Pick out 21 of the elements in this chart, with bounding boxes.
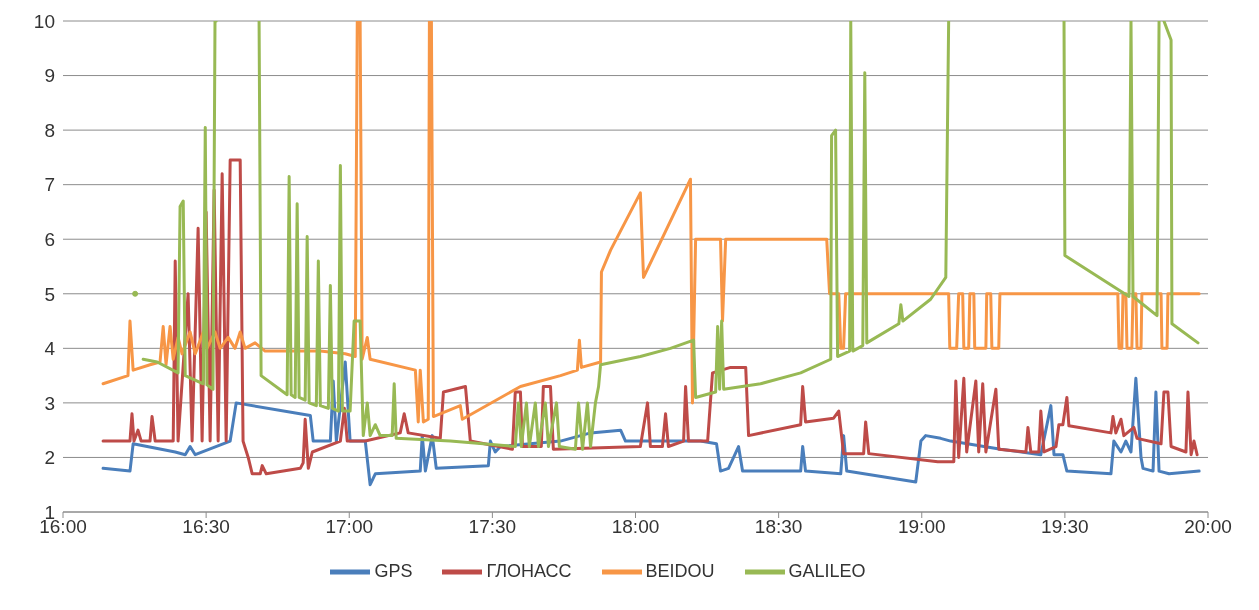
x-tick-label: 20:00 bbox=[1184, 516, 1232, 538]
x-tick-label: 16:30 bbox=[182, 516, 230, 538]
y-tick-label: 10 bbox=[33, 10, 55, 32]
legend-label: BEIDOU bbox=[645, 560, 715, 581]
x-tick-label: 19:00 bbox=[897, 516, 946, 538]
y-tick-label: 3 bbox=[44, 392, 55, 414]
x-tick-label: 18:00 bbox=[611, 516, 660, 538]
y-tick-label: 4 bbox=[44, 338, 56, 360]
x-tick-label: 18:30 bbox=[754, 516, 803, 538]
x-tick-label: 19:30 bbox=[1041, 516, 1089, 538]
y-tick-label: 5 bbox=[44, 283, 55, 305]
y-tick-label: 2 bbox=[44, 447, 55, 469]
y-tick-label: 8 bbox=[44, 119, 55, 141]
y-tick-label: 9 bbox=[44, 65, 55, 87]
y-tick-label: 7 bbox=[44, 174, 55, 196]
x-tick-label: 17:30 bbox=[468, 516, 517, 538]
legend-label: GPS bbox=[374, 560, 413, 581]
x-tick-label: 17:00 bbox=[325, 516, 374, 538]
legend-label: ГЛОНАСС bbox=[486, 560, 572, 581]
legend-label: GALILEO bbox=[788, 560, 866, 581]
y-tick-label: 6 bbox=[44, 228, 55, 250]
